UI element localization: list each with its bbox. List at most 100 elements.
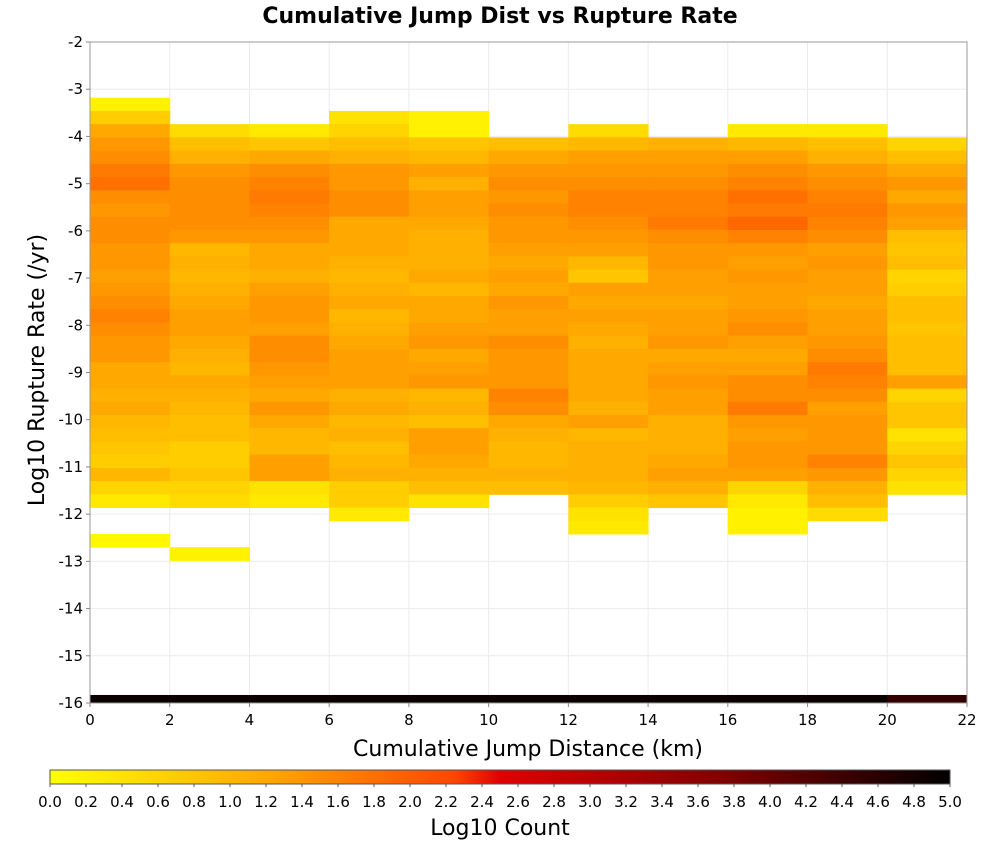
heatmap-cell bbox=[249, 229, 330, 244]
heatmap-cell bbox=[568, 401, 649, 416]
colorbar-tick-label: 1.4 bbox=[290, 793, 314, 811]
heatmap-cell bbox=[807, 481, 888, 495]
heatmap-cell bbox=[249, 163, 330, 178]
heatmap-cell bbox=[568, 467, 649, 482]
colorbar-tick-label: 0.0 bbox=[38, 793, 62, 811]
heatmap-cell bbox=[648, 203, 729, 218]
heatmap-cell bbox=[90, 296, 171, 310]
heatmap-cell bbox=[90, 309, 171, 323]
heatmap-cell bbox=[169, 481, 250, 495]
heatmap-cell bbox=[408, 441, 490, 456]
x-tick-label: 8 bbox=[404, 711, 414, 729]
heatmap-cell bbox=[249, 177, 330, 191]
heatmap-cell bbox=[249, 243, 330, 257]
colorbar-gradient bbox=[49, 769, 951, 785]
heatmap-cell bbox=[488, 388, 569, 403]
heatmap-cell bbox=[807, 494, 888, 509]
heatmap-cell bbox=[408, 309, 490, 323]
heatmap-cell bbox=[169, 454, 250, 469]
colorbar-tick-label: 3.4 bbox=[650, 793, 674, 811]
heatmap-cell bbox=[408, 150, 490, 165]
heatmap-cell bbox=[90, 110, 171, 125]
heatmap-cell bbox=[488, 335, 569, 350]
heatmap-cell bbox=[90, 388, 171, 403]
heatmap-cell bbox=[90, 454, 171, 469]
heatmap-cell bbox=[329, 229, 410, 244]
heatmap-cell bbox=[329, 507, 410, 522]
heatmap-cell bbox=[329, 296, 410, 310]
heatmap-cell bbox=[90, 348, 171, 363]
heatmap-cell bbox=[568, 348, 649, 363]
colorbar-tick-label: 1.2 bbox=[254, 793, 278, 811]
heatmap-cell bbox=[568, 388, 649, 403]
heatmap-cell bbox=[488, 177, 569, 191]
colorbar-tick-label: 0.6 bbox=[146, 793, 170, 811]
x-tick-label: 10 bbox=[479, 711, 498, 729]
heatmap-cell bbox=[90, 533, 171, 548]
y-tick-label: -12 bbox=[59, 505, 84, 523]
heatmap-cell bbox=[90, 137, 171, 152]
heatmap-cell bbox=[568, 481, 649, 495]
heatmap-cell bbox=[249, 467, 330, 482]
heatmap-cell bbox=[727, 282, 809, 297]
heatmap-cell bbox=[169, 494, 250, 509]
heatmap-cell bbox=[169, 309, 250, 323]
heatmap-cell bbox=[648, 467, 729, 482]
heatmap-cell bbox=[488, 454, 569, 469]
heatmap-cell bbox=[807, 163, 888, 178]
heatmap-cell bbox=[648, 414, 729, 429]
heatmap-cell bbox=[169, 414, 250, 429]
heatmap-cell bbox=[169, 124, 250, 138]
heatmap-cell bbox=[169, 177, 250, 191]
heatmap-cell bbox=[329, 388, 410, 403]
heatmap-cell bbox=[727, 694, 809, 703]
heatmap-cell bbox=[568, 229, 649, 244]
heatmap-cell bbox=[249, 124, 330, 138]
heatmap-cell bbox=[329, 256, 410, 271]
heatmap-cell bbox=[807, 309, 888, 323]
heatmap-cell bbox=[727, 177, 809, 191]
heatmap-cell bbox=[648, 428, 729, 442]
heatmap-cell bbox=[249, 203, 330, 218]
heatmap-cell bbox=[887, 309, 968, 323]
heatmap-cell bbox=[648, 150, 729, 165]
y-tick-label: -14 bbox=[59, 600, 84, 618]
heatmap-cell bbox=[648, 454, 729, 469]
heatmap-cell bbox=[408, 137, 490, 152]
heatmap-cell bbox=[727, 414, 809, 429]
y-tick-label: -10 bbox=[59, 411, 84, 429]
colorbar-tick-label: 1.8 bbox=[362, 793, 386, 811]
heatmap-cell bbox=[887, 163, 968, 178]
heatmap-cell bbox=[329, 494, 410, 509]
y-tick-label: -7 bbox=[68, 269, 83, 287]
heatmap-cell bbox=[807, 150, 888, 165]
heatmap-cell bbox=[90, 494, 171, 509]
heatmap-cell bbox=[169, 348, 250, 363]
heatmap-cell bbox=[329, 401, 410, 416]
colorbar-tick-label: 3.6 bbox=[686, 793, 710, 811]
heatmap-cell bbox=[408, 229, 490, 244]
heatmap-cell bbox=[329, 163, 410, 178]
colorbar-tick-label: 3.0 bbox=[578, 793, 602, 811]
colorbar-label: Log10 Count bbox=[430, 816, 570, 841]
heatmap-cell bbox=[408, 335, 490, 350]
heatmap-cell bbox=[329, 243, 410, 257]
heatmap-cell bbox=[408, 163, 490, 178]
x-tick-label: 16 bbox=[718, 711, 737, 729]
heatmap-cell bbox=[568, 694, 649, 703]
heatmap-cell bbox=[807, 269, 888, 284]
heatmap-cell bbox=[887, 694, 968, 703]
heatmap-cell bbox=[648, 256, 729, 271]
heatmap-cell bbox=[488, 481, 569, 495]
heatmap-cell bbox=[329, 190, 410, 204]
heatmap-cell bbox=[90, 97, 171, 112]
heatmap-cell bbox=[887, 428, 968, 442]
y-tick-label: -16 bbox=[59, 694, 84, 712]
heatmap-cell bbox=[488, 256, 569, 271]
heatmap-cell bbox=[648, 494, 729, 509]
heatmap-cell bbox=[887, 401, 968, 416]
heatmap-cell bbox=[727, 322, 809, 337]
y-tick-label: -5 bbox=[68, 175, 83, 193]
colorbar-tick-label: 1.0 bbox=[218, 793, 242, 811]
heatmap-cell bbox=[169, 269, 250, 284]
